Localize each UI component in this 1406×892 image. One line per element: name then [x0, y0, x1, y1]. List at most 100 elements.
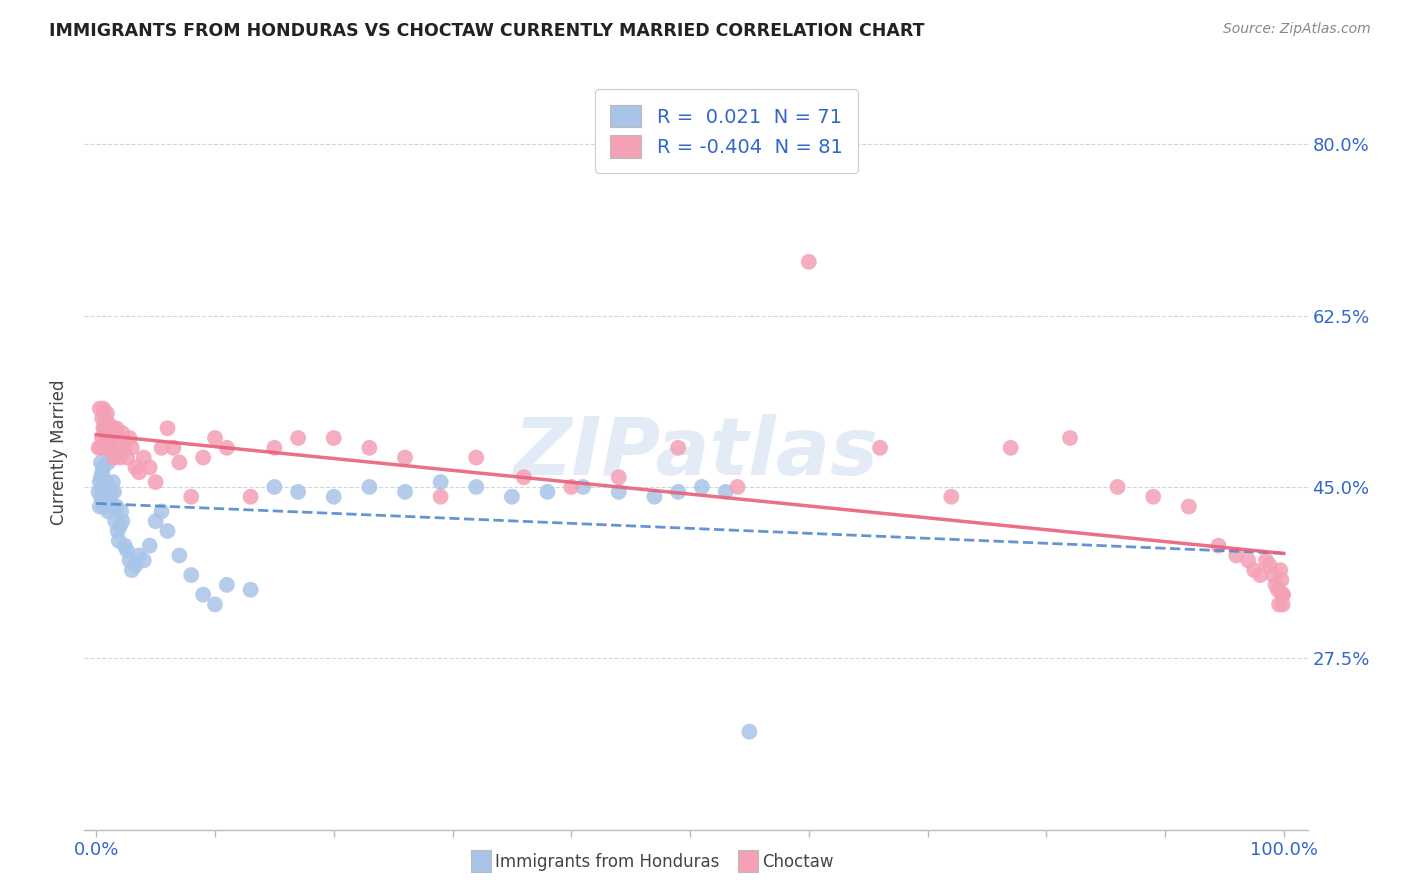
Point: [97, 455, 120, 469]
Point: [287, 484, 309, 499]
Point: [115, 543, 138, 558]
Point: [114, 539, 136, 553]
Point: [121, 441, 143, 455]
Point: [1267, 582, 1289, 597]
Point: [1107, 480, 1129, 494]
Point: [150, 441, 173, 455]
Point: [215, 441, 238, 455]
Point: [394, 450, 416, 465]
Point: [465, 450, 488, 465]
Point: [727, 480, 749, 494]
Point: [359, 441, 381, 455]
Point: [124, 460, 146, 475]
Point: [96, 407, 118, 421]
Point: [111, 514, 134, 528]
Point: [169, 455, 191, 469]
Point: [150, 504, 173, 518]
Point: [132, 450, 155, 465]
Legend: R =  0.021  N = 71, R = -0.404  N = 81: R = 0.021 N = 71, R = -0.404 N = 81: [595, 89, 859, 173]
Point: [105, 500, 128, 514]
Point: [87, 484, 110, 499]
Point: [429, 490, 451, 504]
Point: [156, 421, 179, 435]
Point: [90, 470, 112, 484]
Point: [1249, 568, 1271, 582]
Point: [1178, 500, 1201, 514]
Point: [204, 431, 226, 445]
Point: [263, 441, 285, 455]
Point: [666, 441, 689, 455]
Point: [128, 549, 150, 563]
Point: [797, 255, 820, 269]
Text: ZIPatlas: ZIPatlas: [513, 414, 879, 491]
Point: [322, 431, 344, 445]
Point: [156, 524, 179, 538]
Point: [98, 441, 121, 455]
Point: [96, 426, 118, 441]
Point: [1264, 578, 1286, 592]
Point: [96, 494, 118, 508]
Point: [124, 558, 146, 573]
Point: [93, 407, 115, 421]
Point: [97, 431, 120, 445]
Point: [128, 465, 150, 479]
Point: [104, 426, 127, 441]
Point: [98, 490, 121, 504]
Point: [90, 455, 112, 469]
Point: [115, 450, 138, 465]
Point: [560, 480, 582, 494]
Point: [93, 436, 115, 450]
Point: [101, 475, 124, 489]
Point: [643, 490, 665, 504]
Point: [93, 500, 115, 514]
Point: [93, 460, 115, 475]
Point: [239, 582, 262, 597]
Point: [690, 480, 713, 494]
Point: [100, 484, 122, 499]
Point: [91, 480, 114, 494]
Text: Choctaw: Choctaw: [762, 853, 834, 871]
Point: [107, 524, 129, 538]
Point: [572, 480, 595, 494]
Point: [93, 484, 115, 499]
Point: [111, 426, 134, 441]
Point: [191, 450, 214, 465]
Point: [204, 598, 226, 612]
Point: [118, 553, 141, 567]
Point: [90, 441, 112, 455]
Point: [114, 441, 136, 455]
Point: [107, 441, 129, 455]
Point: [536, 484, 558, 499]
Point: [93, 421, 115, 435]
Point: [91, 431, 114, 445]
Point: [110, 504, 132, 518]
Point: [138, 460, 160, 475]
Point: [100, 421, 122, 435]
Point: [103, 484, 125, 499]
Point: [97, 417, 120, 431]
Point: [89, 475, 111, 489]
Point: [738, 724, 761, 739]
Point: [1258, 558, 1281, 573]
Point: [108, 519, 131, 533]
Point: [465, 480, 488, 494]
Point: [869, 441, 891, 455]
Point: [91, 411, 114, 425]
Point: [287, 431, 309, 445]
Point: [93, 417, 115, 431]
Point: [169, 549, 191, 563]
Point: [191, 588, 214, 602]
Point: [107, 533, 129, 548]
Point: [103, 500, 125, 514]
Y-axis label: Currently Married: Currently Married: [51, 380, 69, 525]
Point: [145, 475, 167, 489]
Point: [118, 431, 141, 445]
Point: [96, 475, 118, 489]
Point: [1254, 553, 1277, 567]
Point: [1000, 441, 1022, 455]
Point: [132, 553, 155, 567]
Point: [91, 494, 114, 508]
Point: [97, 484, 120, 499]
Point: [1271, 588, 1294, 602]
Point: [607, 470, 630, 484]
